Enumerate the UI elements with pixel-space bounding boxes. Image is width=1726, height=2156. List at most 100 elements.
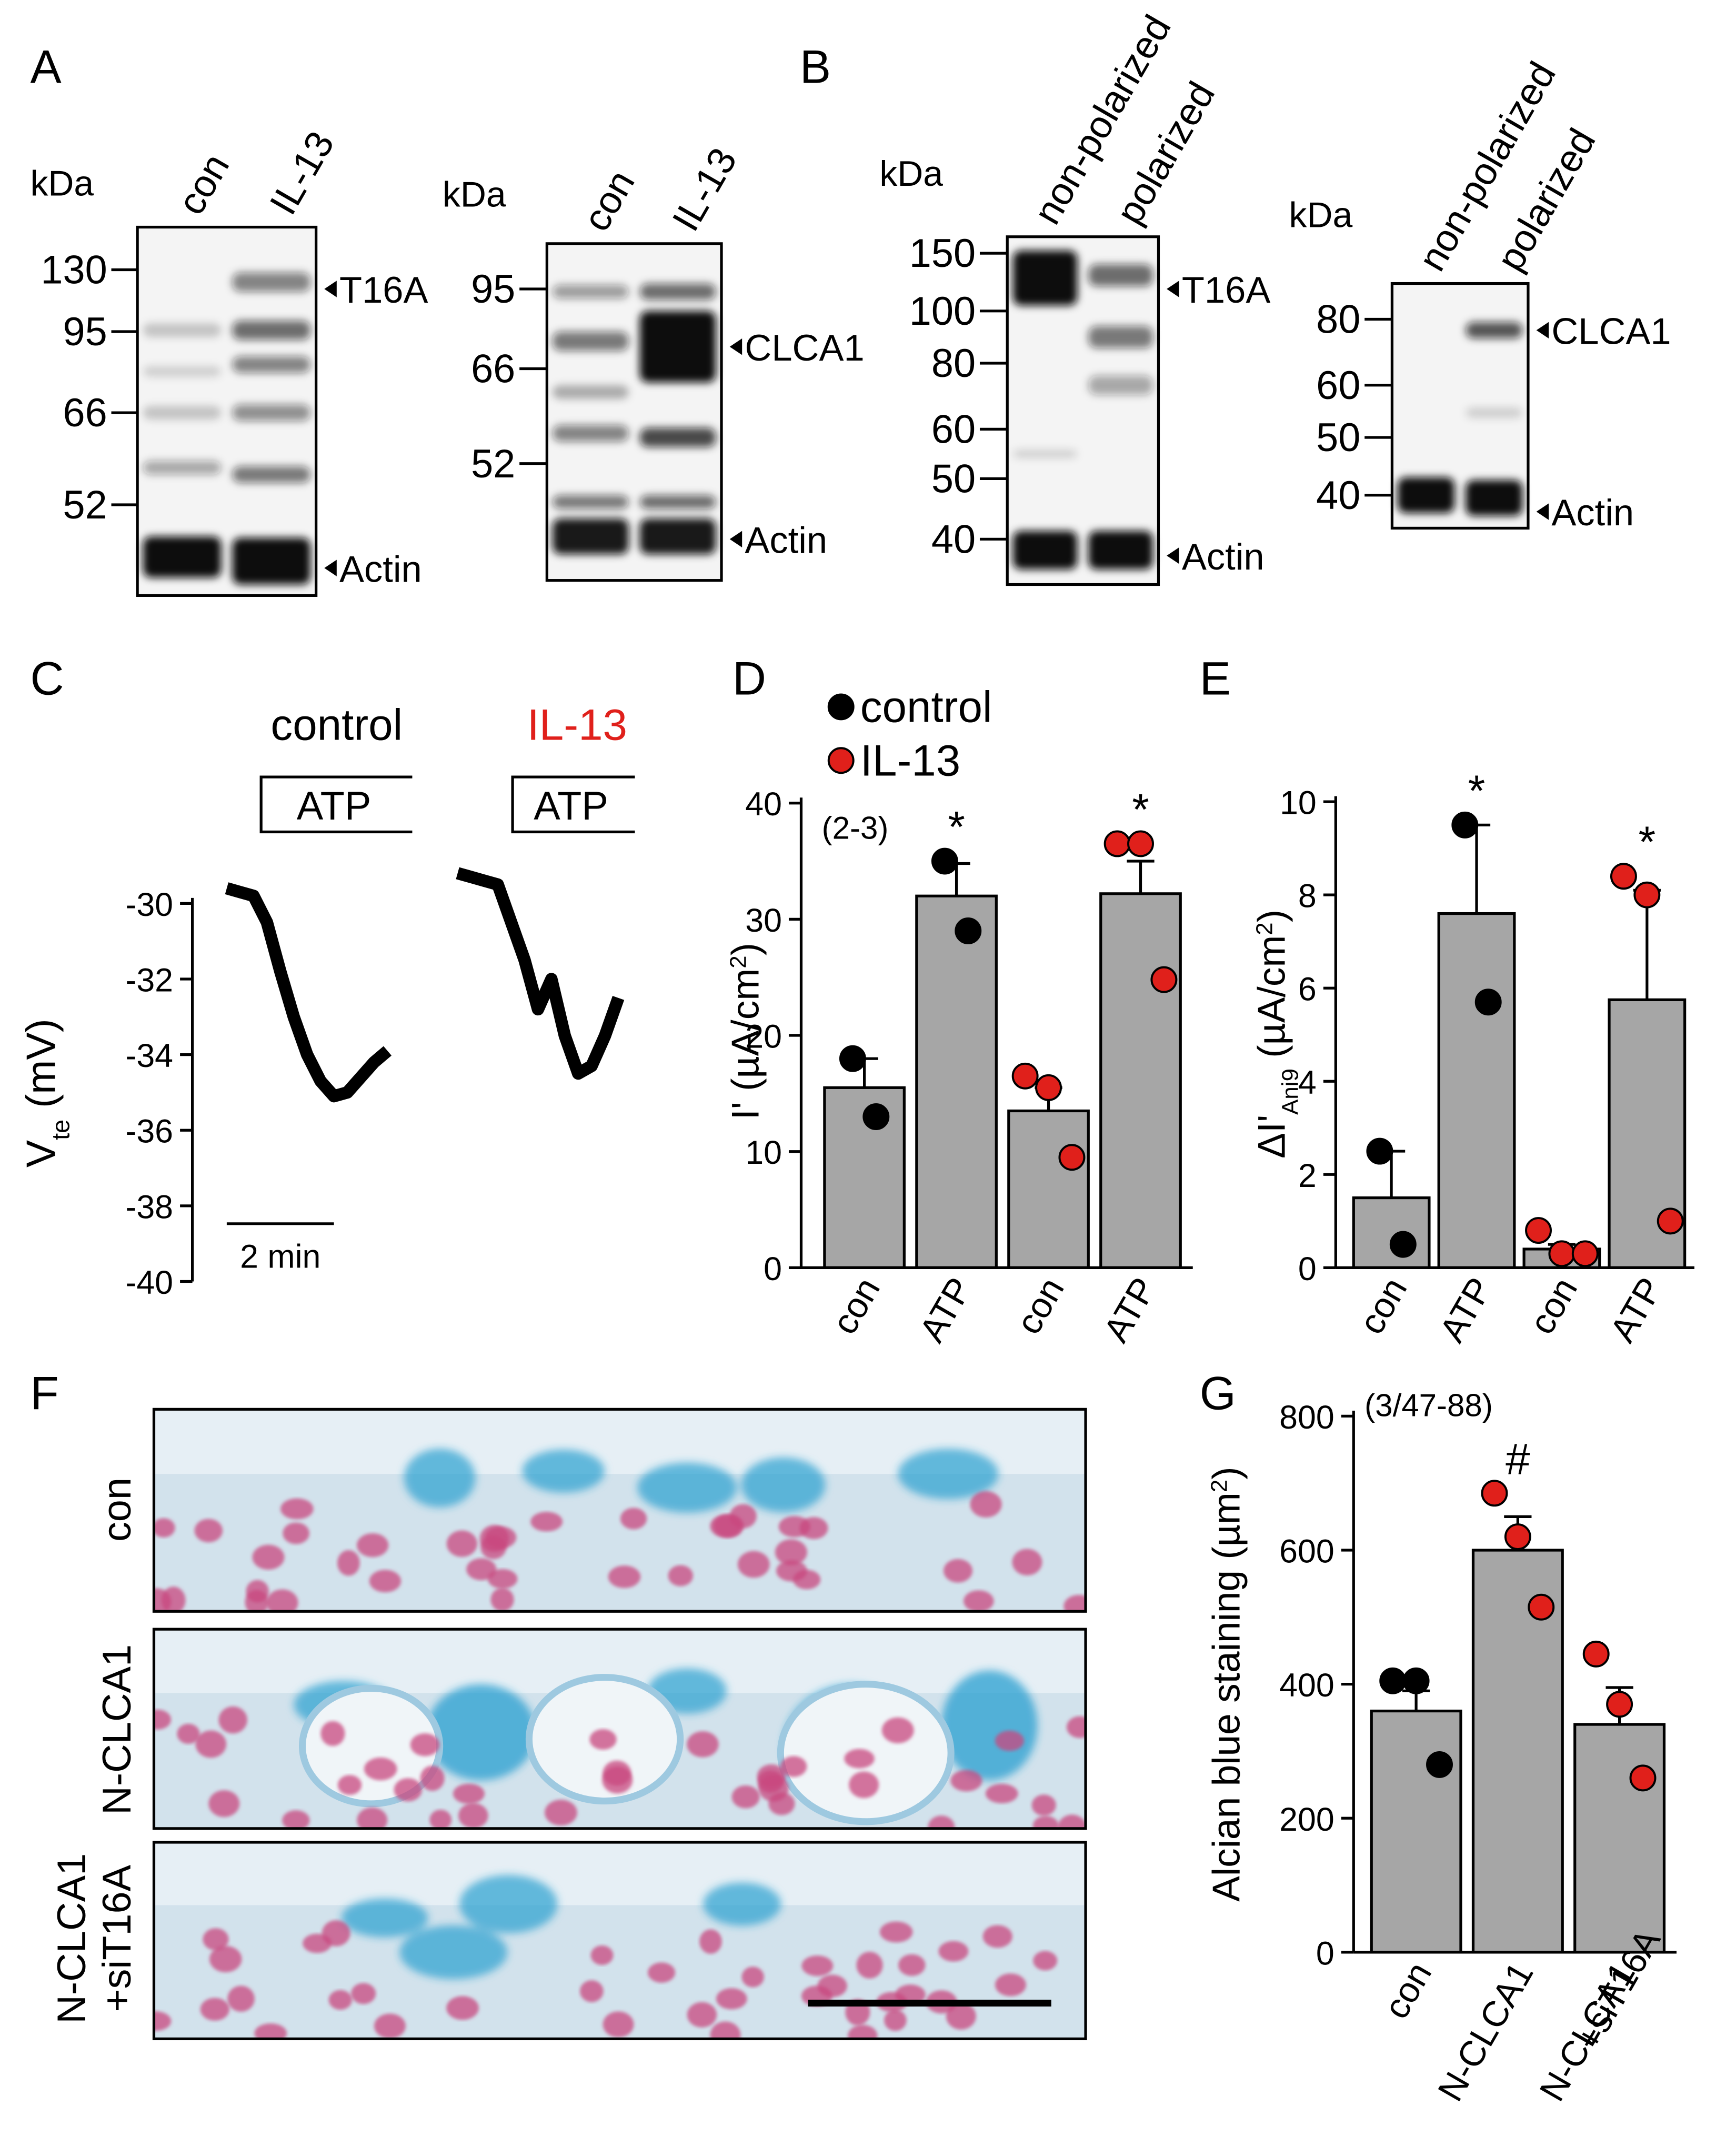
blot-band	[1012, 250, 1078, 306]
blot-bands	[143, 272, 311, 585]
marker-label: 40	[1316, 473, 1360, 518]
nucleus	[208, 1790, 240, 1818]
nucleus	[357, 1807, 388, 1829]
alcian-stain	[399, 1925, 508, 1980]
band-arrow	[1536, 503, 1549, 520]
bar	[1573, 1723, 1666, 1954]
nucleus	[589, 1729, 617, 1750]
blot-band	[552, 425, 629, 442]
band-arrow	[729, 338, 742, 355]
data-point	[1035, 1074, 1062, 1101]
data-point	[1379, 1667, 1407, 1694]
scale-bar-label: 2 min	[240, 1238, 320, 1275]
data-point	[1606, 1691, 1633, 1718]
nucleus	[758, 1775, 789, 1802]
nucleus	[928, 1815, 955, 1829]
stimulus-label: ATP	[534, 784, 608, 829]
alcian-stain	[426, 1684, 536, 1781]
nucleus	[254, 2023, 287, 2039]
nucleus	[995, 1730, 1025, 1751]
nucleus	[369, 1570, 402, 1593]
nucleus	[687, 1731, 719, 1758]
y-axis-label: Vte (mV)	[17, 1019, 74, 1167]
nucleus	[1032, 1815, 1059, 1829]
y-tick-label: 0	[764, 1251, 782, 1287]
nucleus	[995, 1973, 1026, 1997]
blot-bands	[1012, 250, 1153, 570]
significance-mark: *	[948, 802, 965, 851]
legend-label: control	[860, 682, 992, 732]
panel-letter: D	[732, 652, 766, 704]
nucleus	[737, 1551, 770, 1578]
vacuole	[298, 1684, 444, 1808]
marker-label: 50	[1316, 415, 1360, 460]
blot-band	[639, 495, 716, 509]
marker-label: 80	[1316, 297, 1360, 342]
histology-frame	[152, 1841, 1087, 2041]
alcian-stain	[703, 1882, 781, 1926]
nucleus	[337, 1550, 360, 1576]
band-arrow	[729, 531, 742, 547]
y-axis-label-part: I' (µA/cm	[725, 969, 767, 1120]
blot-band	[143, 461, 222, 475]
blot-band	[1088, 326, 1153, 348]
stimulus-box	[511, 775, 635, 834]
nucleus	[731, 1785, 760, 1809]
y-axis-label-part: )	[1206, 1466, 1248, 1479]
y-axis-label-part: )	[1251, 910, 1293, 922]
band-label: T16A	[1182, 269, 1271, 311]
nucleus	[844, 1749, 875, 1769]
nucleus	[848, 2024, 878, 2039]
nucleus	[950, 1770, 982, 1792]
band-label: Actin	[1551, 492, 1634, 533]
data-point	[1525, 1217, 1552, 1244]
data-point	[1610, 863, 1637, 890]
blot-band	[552, 518, 629, 555]
blot-band	[1012, 531, 1078, 570]
blot-band	[1012, 450, 1078, 458]
blot-band	[552, 385, 629, 399]
histology-label: N-CLCA1+siT16A	[49, 1853, 139, 2024]
bar	[1370, 1709, 1462, 1954]
nucleus	[177, 1723, 200, 1744]
legend-marker	[827, 747, 855, 774]
y-axis-label: Alcian blue staining (µm2)	[1206, 1466, 1248, 1901]
trace	[225, 882, 392, 1103]
blot-band	[143, 323, 222, 337]
bar	[1099, 892, 1182, 1269]
nucleus	[716, 1988, 747, 2010]
y-tick-label: -32	[125, 962, 173, 999]
nucleus	[410, 1733, 440, 1756]
y-axis-label-part: Ani9	[1277, 1069, 1303, 1115]
blot-band	[552, 495, 629, 509]
nucleus	[699, 1929, 722, 1954]
nucleus	[982, 1925, 1012, 1948]
y-axis-label: I' (µA/cm2)	[725, 943, 767, 1120]
nucleus	[668, 1565, 694, 1586]
marker-label: 130	[41, 248, 107, 293]
nucleus	[741, 1967, 764, 1988]
nucleus	[943, 1559, 973, 1583]
kda-label: kDa	[30, 164, 94, 203]
marker-label: 95	[63, 310, 107, 354]
marker-label: 52	[63, 483, 107, 527]
data-point	[1474, 989, 1502, 1016]
data-point	[1481, 1480, 1508, 1507]
nucleus	[487, 1569, 518, 1589]
nucleus	[579, 1980, 604, 2002]
y-tick-label: 2	[1298, 1157, 1317, 1194]
nucleus	[245, 1590, 269, 1612]
nucleus	[266, 1589, 298, 1612]
kda-label: kDa	[1289, 196, 1353, 235]
marker-label: 50	[931, 457, 976, 502]
nucleus	[1066, 1716, 1086, 1739]
nucleus	[490, 1588, 514, 1612]
data-point	[955, 917, 982, 944]
nucleus	[282, 1810, 310, 1829]
data-point	[839, 1045, 866, 1072]
y-tick-label: 400	[1279, 1667, 1334, 1704]
nucleus	[590, 1945, 614, 1965]
y-axis-label-part: V	[17, 1140, 64, 1167]
nucleus	[793, 1570, 821, 1590]
